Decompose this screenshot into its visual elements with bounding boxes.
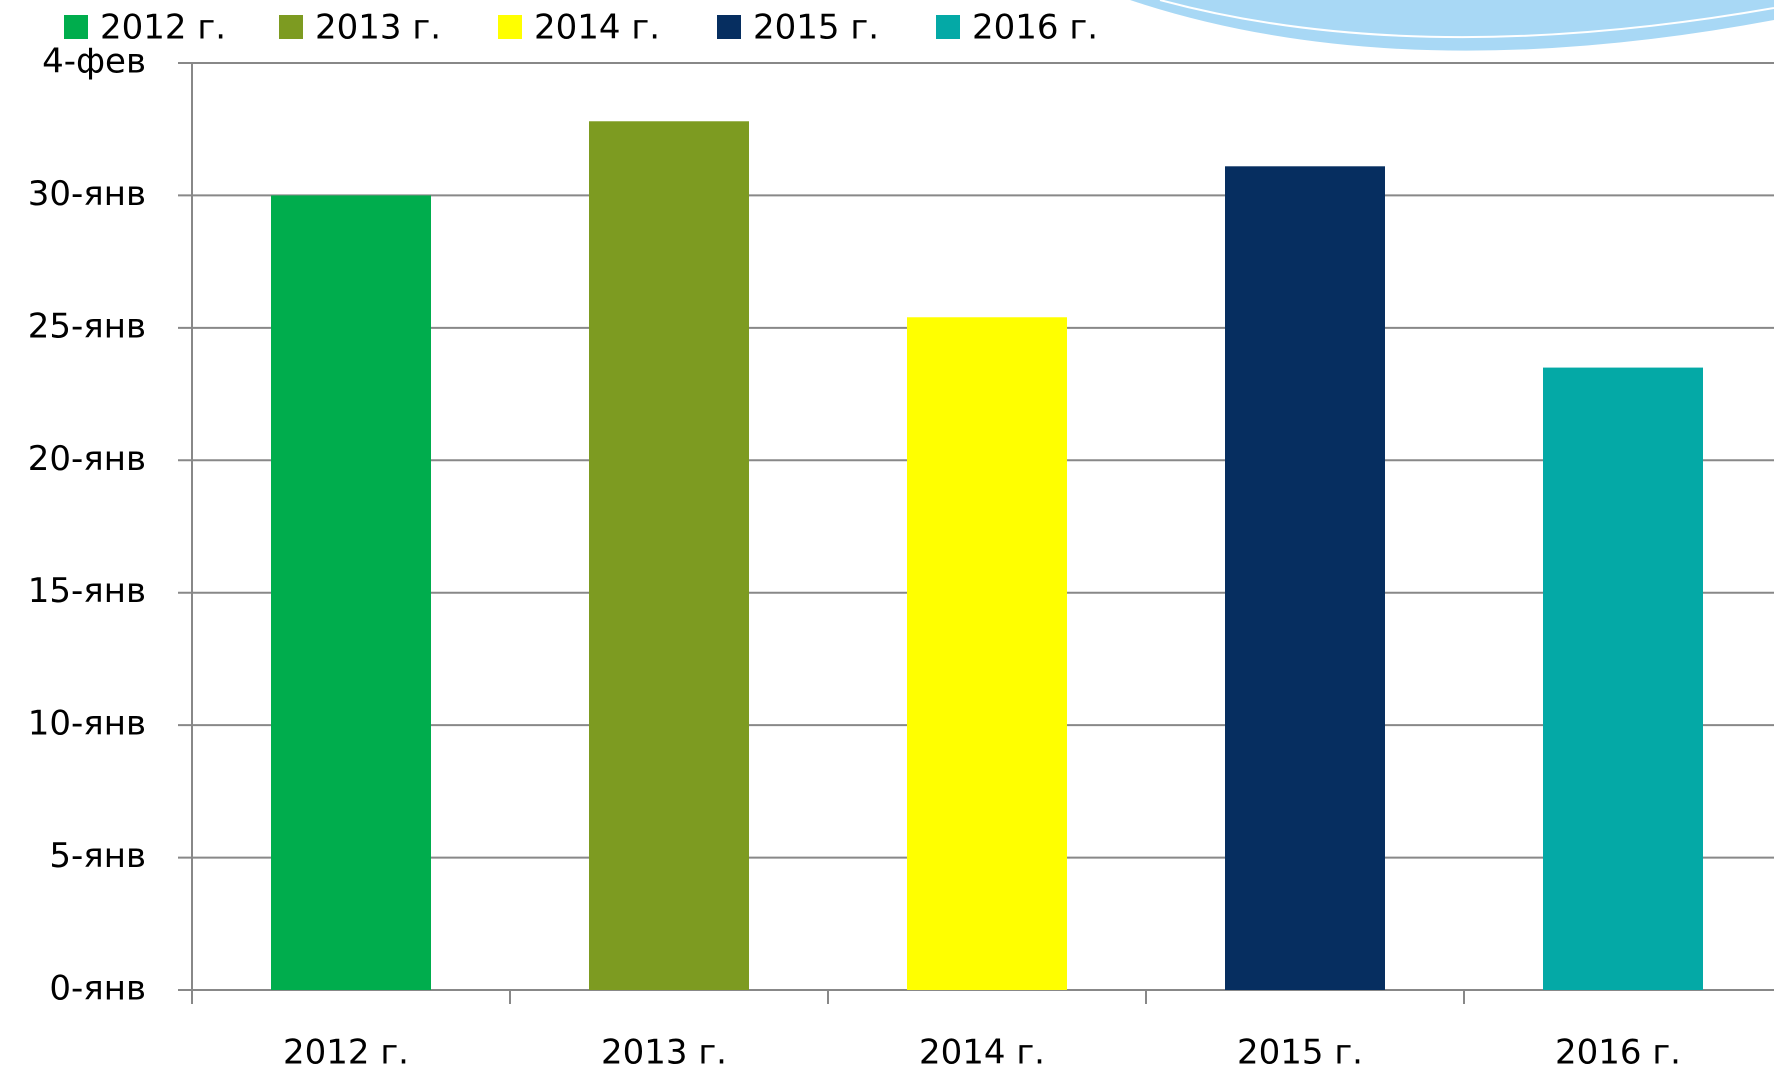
y-tick-label: 10-янв	[28, 704, 146, 744]
legend-label: 2012 г.	[100, 8, 226, 48]
legend-swatch	[64, 15, 88, 39]
bar	[589, 121, 749, 991]
legend-swatch	[279, 15, 303, 39]
x-tick-label: 2012 г.	[283, 1033, 409, 1073]
x-tick-label: 2016 г.	[1555, 1033, 1681, 1073]
x-tick-label: 2014 г.	[919, 1033, 1045, 1073]
decoration-line	[1159, 0, 1774, 39]
y-tick-label: 20-янв	[28, 439, 146, 479]
bar	[907, 317, 1067, 991]
y-tick-label: 0-янв	[49, 969, 146, 1009]
bar	[1543, 367, 1703, 991]
y-tick-label: 15-янв	[28, 571, 146, 611]
x-tick-label: 2013 г.	[601, 1033, 727, 1073]
y-tick-label: 5-янв	[49, 836, 146, 876]
y-tick-label: 30-янв	[28, 174, 146, 214]
legend-label: 2015 г.	[753, 8, 879, 48]
x-tick-label: 2015 г.	[1237, 1033, 1363, 1073]
legend-swatch	[498, 15, 522, 39]
bar	[1225, 166, 1385, 990]
bar	[271, 195, 431, 990]
y-tick-label: 25-янв	[28, 306, 146, 346]
legend-swatch	[936, 15, 960, 39]
legend-label: 2016 г.	[972, 8, 1098, 48]
y-tick-label: 4-фев	[42, 42, 146, 82]
legend-label: 2013 г.	[315, 8, 441, 48]
legend-label: 2014 г.	[534, 8, 660, 48]
decoration	[1130, 0, 1774, 51]
legend-swatch	[717, 15, 741, 39]
